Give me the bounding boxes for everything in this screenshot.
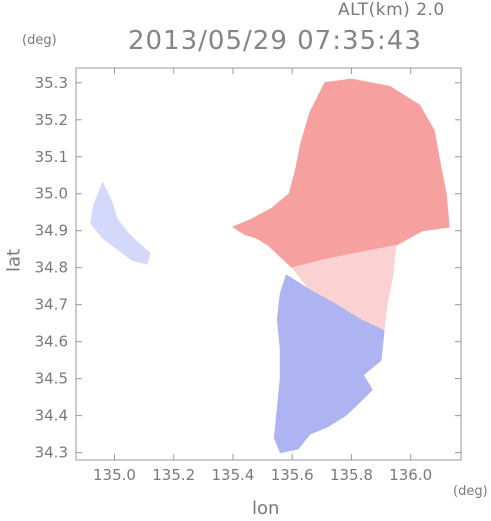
y-tick-label: 34.4 <box>35 407 68 425</box>
y-axis-unit: (deg) <box>22 33 57 48</box>
y-tick-label: 34.3 <box>35 444 68 462</box>
axis-ticks: 135.0 135.2 135.4 135.6 135.8 136.0 34.3 34.4 34… <box>35 68 461 484</box>
x-axis-label: lon <box>252 498 280 519</box>
plot-border <box>75 67 462 461</box>
altitude-label: ALT(km) 2.0 <box>338 0 445 20</box>
x-tick-label: 135.2 <box>152 466 195 484</box>
x-axis-unit: (deg) <box>453 484 488 499</box>
x-tick-label: 135.6 <box>271 466 314 484</box>
x-tick-label: 135.8 <box>330 466 373 484</box>
echo-regions <box>90 78 450 454</box>
plot-frame <box>75 67 462 461</box>
x-tick-label: 135.4 <box>211 466 254 484</box>
y-tick-label: 34.6 <box>35 333 68 351</box>
red-echo-main-region <box>232 78 450 269</box>
x-tick-label: 136.0 <box>389 466 432 484</box>
chart-title: 2013/05/29 07:35:43 <box>128 26 422 56</box>
y-tick-label: 34.9 <box>35 222 68 240</box>
y-tick-label: 35.3 <box>35 74 68 92</box>
y-tick-label: 35.1 <box>35 148 68 166</box>
y-tick-label: 35.0 <box>35 185 68 203</box>
y-tick-label: 34.8 <box>35 259 68 277</box>
x-tick-label: 135.0 <box>93 466 136 484</box>
blue-echo-south-region <box>273 274 385 454</box>
blue-echo-west-region <box>90 182 151 265</box>
y-tick-label: 35.2 <box>35 111 68 129</box>
y-tick-label: 34.5 <box>35 370 68 388</box>
y-tick-label: 34.7 <box>35 296 68 314</box>
